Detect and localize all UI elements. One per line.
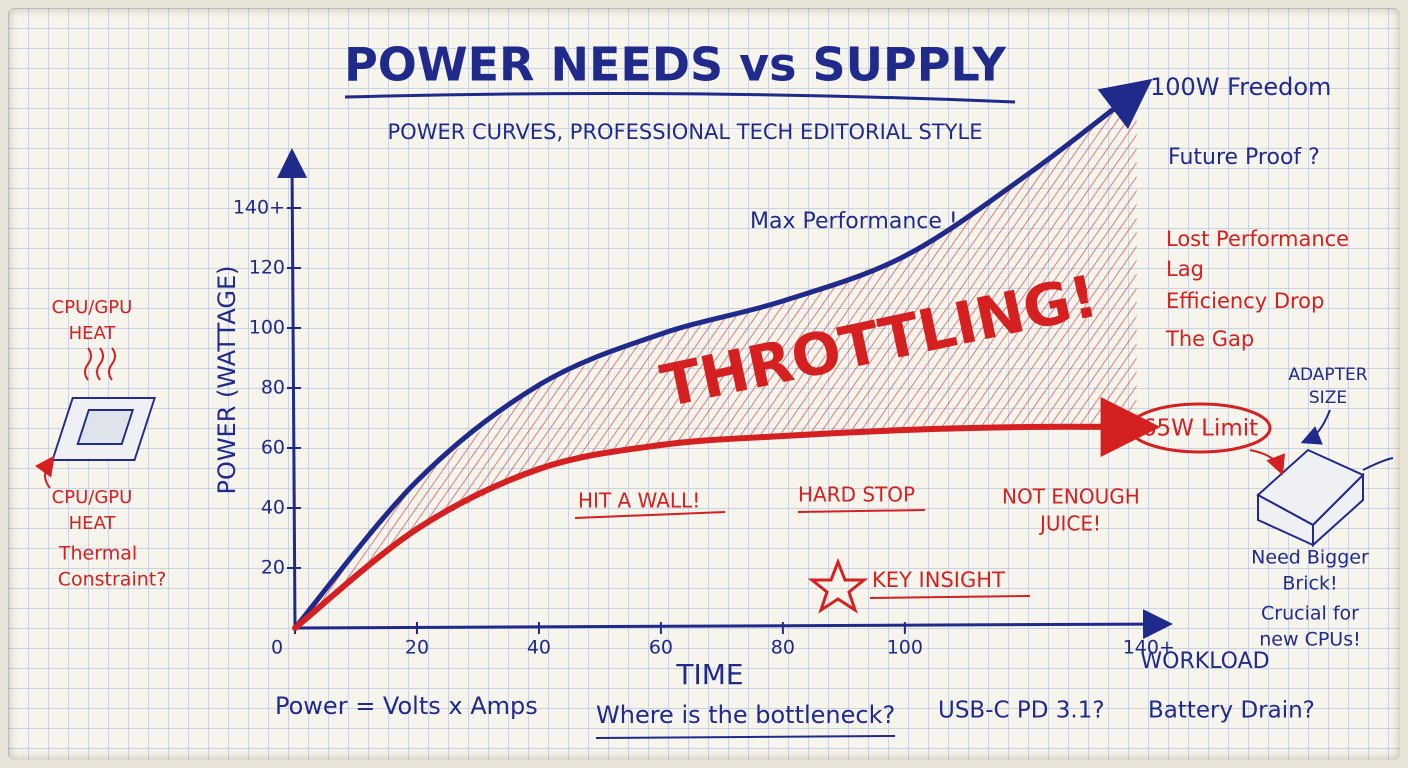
- annotation: Power = Volts x Amps: [275, 692, 538, 720]
- underline: [595, 735, 896, 739]
- y-tick-label: 140+: [233, 197, 285, 219]
- annotation: Lag: [1166, 257, 1204, 281]
- series-line: [292, 78, 1153, 631]
- underline: [797, 509, 926, 513]
- annotation: USB-C PD 3.1?: [938, 698, 1105, 724]
- y-axis-label: POWER (WATTAGE): [213, 265, 241, 494]
- annotation: Lost Performance: [1166, 227, 1349, 251]
- y-tick-label: 120: [249, 257, 285, 279]
- x-tick-label: 60: [649, 637, 673, 659]
- x-tick-label: 40: [527, 637, 551, 659]
- x-tick-label: 100: [887, 637, 923, 659]
- annotation: Max Performance !: [750, 209, 958, 234]
- y-tick-label: 80: [261, 377, 285, 399]
- annotation: ADAPTER: [1288, 365, 1367, 385]
- x-axis-label: TIME: [675, 658, 743, 691]
- annotation: new CPUs!: [1259, 629, 1360, 651]
- series-line: [292, 396, 1161, 631]
- annotation: JUICE!: [1038, 512, 1101, 536]
- y-axis: [277, 148, 308, 629]
- legend-label: 65W Limit: [1142, 416, 1258, 442]
- x-tick-label: 20: [405, 637, 429, 659]
- annotation: NOT ENOUGH: [1002, 485, 1140, 509]
- x-tick-label: 140+: [1123, 637, 1175, 659]
- gap-area: [295, 91, 1137, 628]
- annotation: HARD STOP: [798, 483, 915, 507]
- annotation: The Gap: [1165, 327, 1254, 351]
- annotation: CPU/GPU: [52, 297, 133, 318]
- annotation: Brick!: [1282, 573, 1337, 595]
- annotation: Thermal: [58, 543, 137, 565]
- y-tick-label: 100: [249, 317, 285, 339]
- underline: [869, 595, 1031, 599]
- y-tick-label: 20: [261, 557, 285, 579]
- x-axis-label-secondary: WORKLOAD: [1140, 649, 1269, 674]
- annotation: CPU/GPU: [52, 487, 133, 508]
- annotation: HEAT: [69, 323, 117, 344]
- title-underline: [344, 91, 1016, 104]
- annotation: Need Bigger: [1251, 547, 1369, 569]
- underline: [574, 511, 726, 519]
- arrow: [1249, 449, 1286, 476]
- annotation: Constraint?: [58, 569, 167, 591]
- star: [807, 557, 869, 614]
- chip-icon: [34, 347, 157, 489]
- annotation: HIT A WALL!: [578, 489, 700, 513]
- annotation: Where is the bottleneck?: [596, 701, 895, 729]
- annotation: HEAT: [69, 513, 117, 534]
- chart-title: POWER NEEDS vs SUPPLY: [344, 38, 1007, 92]
- chart-subtitle: POWER CURVES, PROFESSIONAL TECH EDITORIA…: [388, 120, 983, 144]
- legend-label: 100W Freedom: [1150, 73, 1331, 101]
- annotation: SIZE: [1309, 388, 1347, 408]
- x-axis: [294, 609, 1173, 640]
- adapter-icon: [1256, 409, 1394, 548]
- annotation: Efficiency Drop: [1166, 289, 1324, 313]
- x-tick-label: 0: [271, 637, 283, 659]
- legend-ellipse: [1128, 402, 1272, 454]
- y-tick-label: 60: [261, 437, 285, 459]
- annotation: Crucial for: [1261, 603, 1359, 625]
- annotation: Battery Drain?: [1148, 698, 1315, 724]
- y-tick-label: 40: [261, 497, 285, 519]
- x-tick-label: 80: [771, 637, 795, 659]
- annotation: KEY INSIGHT: [872, 568, 1005, 592]
- annotation: Future Proof ?: [1168, 145, 1320, 170]
